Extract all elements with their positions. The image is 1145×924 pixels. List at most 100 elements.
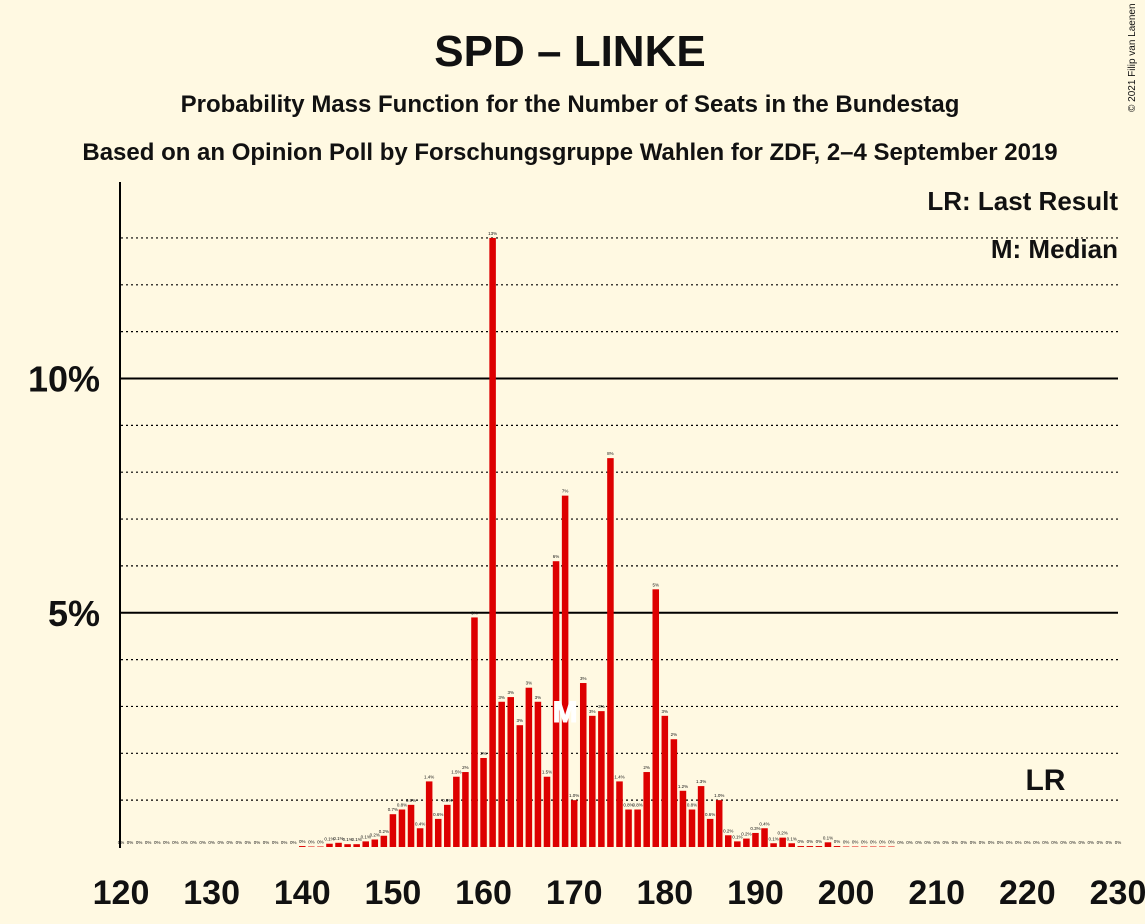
x-tick-label: 180 [636,874,693,912]
data-label-seat-204: 0% [879,840,886,845]
data-label-seat-208: 0% [915,840,922,845]
data-label-seat-168: 6% [553,554,560,559]
data-label-seat-161: 13% [488,231,497,236]
data-label-seat-142: 0% [317,840,324,845]
bar-seat-188 [734,841,741,847]
data-label-seat-145: 0.1% [342,837,352,842]
data-label-seat-160: 2% [480,751,487,756]
data-label-seat-192: 0.1% [768,836,778,841]
bars-group [299,237,895,847]
x-tick-label: 160 [455,874,512,912]
data-label-seat-227: 0% [1088,840,1095,845]
data-label-seat-179: 5% [652,582,659,587]
bar-seat-168 [552,561,560,847]
data-label-seat-135: 0% [254,840,261,845]
data-label-seat-159: 5% [471,610,478,615]
bar-seat-172 [589,715,596,847]
data-label-seat-158: 2% [462,765,469,770]
data-label-seat-123: 0% [145,840,152,845]
x-tick-label: 120 [93,874,150,912]
x-tick-label: 170 [546,874,603,912]
bar-seat-159 [471,617,478,847]
data-label-seat-216: 0% [988,840,995,845]
data-label-seat-140: 0% [299,839,306,844]
data-labels-group: 0% 0% 0% 0% 0% 0% 0% 0% 0% 0% 0% 0% 0% 0% 0% 0% 0% 0% 0% 0%… [118,231,1122,845]
data-label-seat-219: 0% [1015,840,1022,845]
data-label-seat-225: 0% [1069,840,1076,845]
data-label-seat-152: 0.9% [406,798,416,803]
bar-seat-164 [516,725,524,847]
data-label-seat-133: 0% [236,840,243,845]
data-label-seat-125: 0% [163,840,170,845]
data-label-seat-169: 7% [562,489,569,494]
data-label-seat-173: 3% [598,704,605,709]
bar-seat-199 [833,846,841,847]
data-label-seat-124: 0% [154,840,161,845]
bar-seat-169 [561,495,569,847]
data-label-seat-228: 0% [1097,840,1104,845]
data-label-seat-199: 0% [834,839,841,844]
data-label-seat-188: 0.1% [732,834,742,839]
bar-seat-182 [679,790,687,847]
data-label-seat-196: 0% [807,839,814,844]
data-label-seat-147: 0.1% [361,834,371,839]
data-label-seat-189: 0.2% [741,832,751,837]
x-tick-label: 200 [818,874,875,912]
data-label-seat-148: 0.2% [370,833,380,838]
data-label-seat-121: 0% [127,840,134,845]
data-label-seat-126: 0% [172,840,179,845]
grid-lines [121,237,1118,801]
data-label-seat-229: 0% [1106,840,1113,845]
data-label-seat-155: 0.6% [433,812,443,817]
data-label-seat-154: 1.4% [424,774,434,779]
data-label-seat-138: 0% [281,840,288,845]
data-label-seat-156: 0.9% [442,798,452,803]
data-label-seat-177: 0.8% [632,803,642,808]
data-label-seat-172: 3% [589,709,596,714]
bar-seat-191 [761,828,768,847]
data-label-seat-226: 0% [1078,840,1085,845]
bar-seat-156 [444,804,451,847]
y-tick-label: 5% [48,593,100,634]
data-label-seat-198: 0.1% [823,835,833,840]
x-tick-label: 220 [999,874,1056,912]
data-label-seat-151: 0.8% [397,803,407,808]
bar-seat-152 [407,804,415,847]
data-label-seat-194: 0.1% [787,836,797,841]
x-tick-label: 190 [727,874,784,912]
data-label-seat-207: 0% [906,840,913,845]
bar-seat-180 [661,715,669,847]
data-label-seat-181: 2% [671,732,678,737]
bar-seat-186 [715,800,723,847]
bar-seat-183 [688,809,696,847]
data-label-seat-170: 1.0% [569,793,579,798]
bar-seat-174 [607,458,614,847]
bar-seat-170 [570,800,578,847]
data-label-seat-182: 1.2% [678,784,688,789]
last-result-marker: LR [1025,764,1065,797]
bar-seat-158 [462,772,469,847]
data-label-seat-144: 0.1% [333,836,343,841]
data-label-seat-122: 0% [136,840,143,845]
data-label-seat-195: 0% [798,839,805,844]
data-label-seat-213: 0% [961,840,968,845]
data-label-seat-220: 0% [1024,840,1031,845]
bar-seat-147 [362,841,369,847]
bar-seat-166 [534,701,542,847]
data-label-seat-132: 0% [227,840,234,845]
data-label-seat-167: 1.5% [542,770,552,775]
bar-seat-163 [507,697,514,847]
data-label-seat-202: 0% [861,840,868,845]
bar-seat-178 [643,772,650,847]
bar-seat-190 [752,832,759,847]
data-label-seat-197: 0% [816,839,823,844]
data-label-seat-162: 3% [498,695,505,700]
data-label-seat-166: 3% [535,695,542,700]
bar-seat-154 [425,781,433,847]
data-label-seat-210: 0% [933,840,940,845]
data-label-seat-150: 0.7% [388,807,398,812]
data-label-seat-175: 1.4% [614,774,624,779]
copyright-text: © 2021 Filip van Laenen [1127,3,1138,112]
data-label-seat-134: 0% [245,840,252,845]
data-label-seat-164: 3% [517,718,524,723]
